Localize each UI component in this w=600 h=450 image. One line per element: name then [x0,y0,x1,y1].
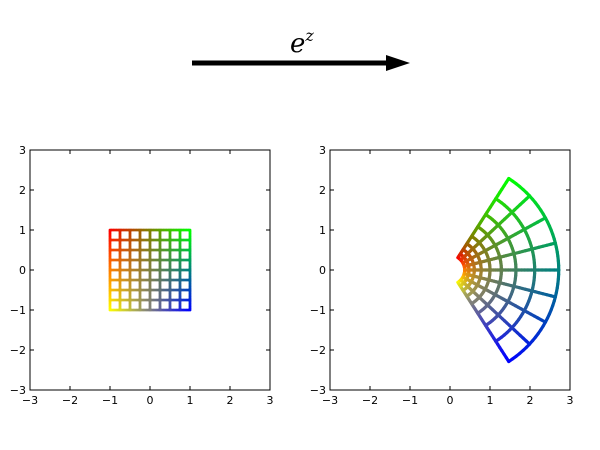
x-tick-label: −3 [322,394,338,407]
y-tick-label: 1 [19,224,26,237]
x-tick-label: −3 [22,394,38,407]
mapping-label-exponent: z [304,26,314,45]
y-tick-label: −1 [310,304,326,317]
domain-ticks: −3−3 −2 −2 −1 −1 0 0 1 1 2 2 3 3 [10,144,274,407]
mapping-arrow: ez [192,26,410,71]
y-tick-label: 1 [319,224,326,237]
y-tick-label: 0 [319,264,326,277]
y-tick-label: 0 [19,264,26,277]
x-tick-label: 0 [447,394,454,407]
y-tick-label: 2 [319,184,326,197]
x-tick-label: 3 [267,394,274,407]
domain-panel: −3−3 −2 −2 −1 −1 0 0 1 1 2 2 3 3 [10,144,274,407]
image-plot-area [456,176,561,364]
arrow-head [386,55,410,71]
x-tick-label: 2 [227,394,234,407]
x-tick-label: 1 [487,394,494,407]
y-tick-label: −2 [310,344,326,357]
x-tick-label: 3 [567,394,574,407]
domain-plot-area [108,228,192,312]
y-tick-label: 3 [19,144,26,157]
image-panel: −3−3 −2 −2 −1 −1 0 0 1 1 2 2 3 3 [310,144,574,407]
x-tick-label: −2 [362,394,378,407]
y-tick-label: 2 [19,184,26,197]
image-ticks: −3−3 −2 −2 −1 −1 0 0 1 1 2 2 3 3 [310,144,574,407]
grid-line-horizontal [504,176,511,184]
x-tick-label: 1 [187,394,194,407]
x-tick-label: 2 [527,394,534,407]
x-tick-label: −2 [62,394,78,407]
mapping-label: ez [290,26,314,59]
y-tick-label: −3 [310,384,326,397]
y-tick-label: 3 [319,144,326,157]
mapping-label-base: e [290,29,305,59]
y-tick-label: −1 [10,304,26,317]
x-tick-label: −1 [102,394,118,407]
x-tick-label: 0 [147,394,154,407]
x-tick-label: −1 [402,394,418,407]
y-tick-label: −2 [10,344,26,357]
y-tick-label: −3 [10,384,26,397]
